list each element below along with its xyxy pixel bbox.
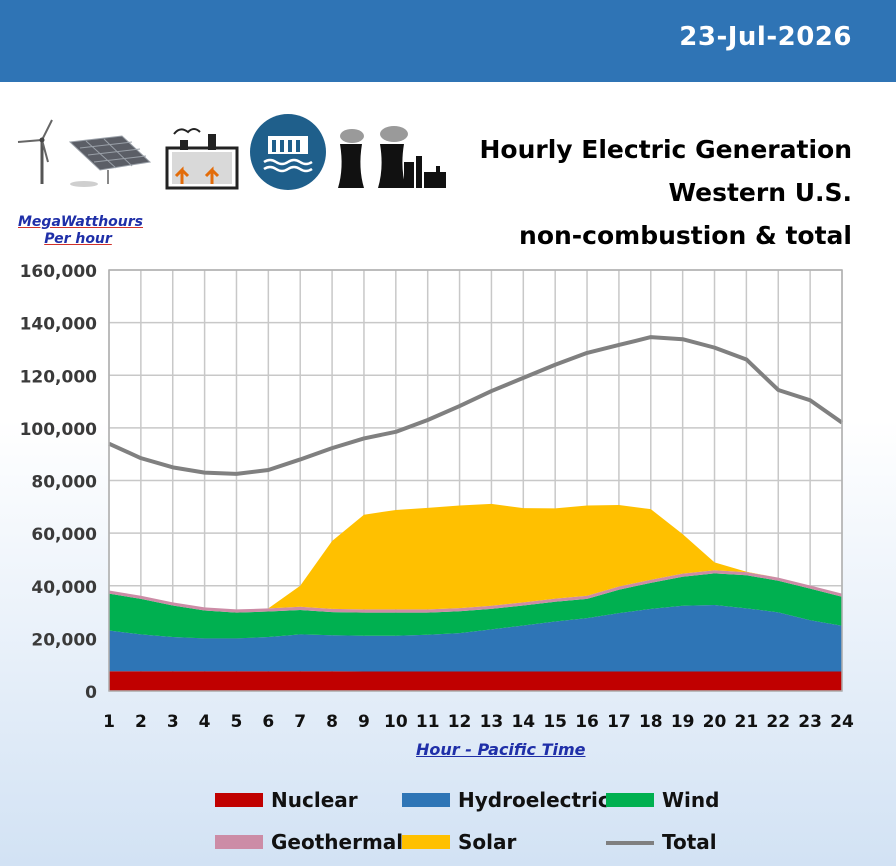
legend-item-solar: Solar (402, 830, 516, 854)
x-tick-label: 15 (543, 712, 567, 732)
y-tick-label: 0 (85, 683, 97, 703)
x-tick-label: 24 (830, 712, 854, 732)
x-tick-label: 4 (199, 712, 211, 732)
line-total (108, 335, 844, 476)
x-tick-label: 3 (167, 712, 179, 732)
x-tick-label: 1 (103, 712, 115, 732)
x-tick-label: 18 (639, 712, 663, 732)
legend-swatch-solar (402, 835, 450, 849)
x-axis-label: Hour - Pacific Time (416, 740, 586, 759)
x-tick-label: 16 (575, 712, 599, 732)
legend-swatch-nuclear (215, 793, 263, 807)
y-tick-label: 60,000 (31, 525, 97, 545)
y-tick-label: 120,000 (20, 367, 98, 387)
y-tick-label: 40,000 (31, 578, 97, 598)
date-label: 23-Jul-2026 (679, 22, 852, 52)
legend-label-nuclear: Nuclear (271, 788, 358, 812)
legend-label-wind: Wind (662, 788, 720, 812)
x-tick-label: 11 (416, 712, 440, 732)
x-tick-label: 6 (262, 712, 274, 732)
y-axis-label: MegaWatthours Per hour (18, 214, 144, 248)
title-line-2: Western U.S. (668, 178, 852, 207)
x-tick-label: 22 (766, 712, 790, 732)
legend-label-hydro: Hydroelectric (458, 788, 610, 812)
x-tick-label: 14 (511, 712, 535, 732)
area-solar (109, 503, 842, 610)
legend-item-hydro: Hydroelectric (402, 788, 610, 812)
x-tick-label: 19 (671, 712, 695, 732)
area-hydroelectric (109, 604, 842, 672)
x-tick-label: 21 (735, 712, 759, 732)
x-tick-label: 10 (384, 712, 408, 732)
legend-item-nuclear: Nuclear (215, 788, 358, 812)
wind-turbine-icon (17, 119, 53, 184)
geothermal-plant-icon (165, 128, 239, 190)
y-tick-label: 20,000 (31, 630, 97, 650)
y-axis-label-line-1: MegaWatthours (18, 214, 144, 230)
x-tick-label: 7 (294, 712, 306, 732)
power-plant-icon (338, 126, 446, 188)
title-line-3: non-combustion & total (519, 221, 852, 250)
solar-panel-icon (68, 135, 152, 187)
x-tick-label: 12 (448, 712, 472, 732)
y-tick-label: 80,000 (31, 473, 97, 493)
legend-label-solar: Solar (458, 830, 517, 854)
x-tick-label: 2 (135, 712, 147, 732)
hydro-dam-icon (250, 114, 326, 190)
y-tick-label: 140,000 (20, 315, 98, 335)
legend-item-wind: Wind (606, 788, 719, 812)
legend-item-total: Total (606, 830, 717, 854)
x-tick-label: 17 (607, 712, 631, 732)
header-bar: 23-Jul-2026 (0, 0, 896, 82)
legend-swatch-total (606, 841, 654, 845)
legend-item-geothermal: Geothermal (215, 830, 403, 854)
area-nuclear (109, 671, 842, 691)
legend-swatch-wind (606, 793, 654, 807)
legend-label-geothermal: Geothermal (271, 830, 404, 854)
x-tick-label: 23 (798, 712, 822, 732)
legend-label-total: Total (662, 830, 717, 854)
y-tick-label: 100,000 (20, 420, 98, 440)
legend-swatch-hydro (402, 793, 450, 807)
title-line-1: Hourly Electric Generation (479, 135, 852, 164)
x-tick-label: 9 (358, 712, 370, 732)
area-geothermal (109, 570, 842, 613)
energy-icons (12, 112, 452, 196)
x-tick-label: 20 (703, 712, 727, 732)
area-wind (109, 573, 842, 639)
x-tick-label: 13 (480, 712, 504, 732)
x-tick-label: 8 (326, 712, 338, 732)
chart-title: Hourly Electric Generation Western U.S. … (479, 128, 852, 257)
y-tick-label: 160,000 (20, 262, 98, 282)
x-tick-label: 5 (231, 712, 243, 732)
y-axis-label-line-2: Per hour (44, 231, 112, 247)
plot-border (108, 269, 843, 692)
legend-swatch-geothermal (215, 835, 263, 849)
